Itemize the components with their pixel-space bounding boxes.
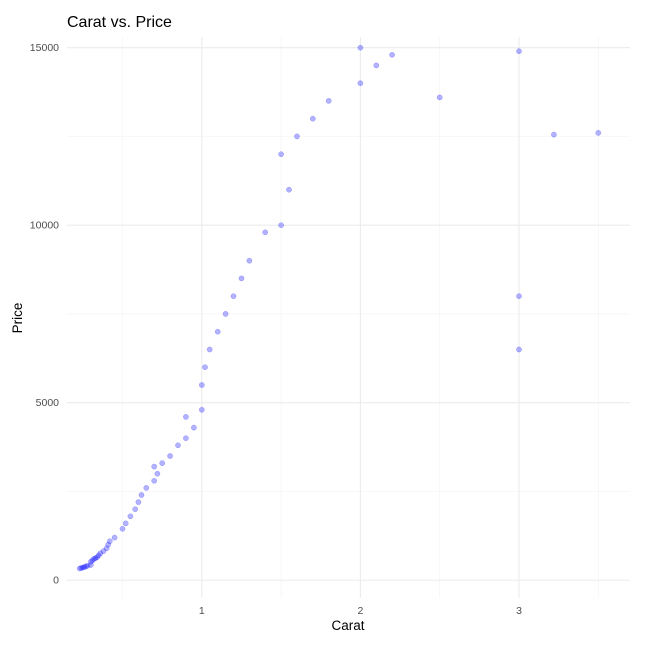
data-point (127, 513, 134, 520)
data-point (551, 131, 557, 138)
x-axis-title: Carat (331, 618, 364, 633)
data-point (119, 525, 126, 532)
data-point (76, 565, 83, 572)
data-point (214, 328, 221, 335)
data-points (76, 44, 602, 572)
chart-title: Carat vs. Price (67, 14, 172, 31)
data-point (309, 115, 316, 122)
data-point (198, 382, 205, 388)
data-point (238, 275, 245, 282)
data-point (389, 51, 395, 58)
x-tick-label: 2 (357, 605, 363, 617)
data-point (106, 538, 113, 545)
data-point (105, 541, 112, 548)
data-point (357, 80, 364, 87)
data-point (373, 62, 380, 69)
data-point (132, 506, 139, 513)
data-point (198, 406, 205, 413)
data-point (516, 48, 522, 55)
data-point (81, 564, 88, 570)
y-tick-label: 0 (53, 575, 59, 587)
x-tick-label: 3 (516, 605, 522, 617)
data-point (159, 460, 166, 466)
data-point (436, 94, 443, 101)
data-point (278, 222, 284, 229)
data-point (87, 558, 94, 565)
data-point (294, 133, 300, 140)
y-axis-title: Price (10, 303, 25, 334)
data-point (151, 463, 158, 470)
data-point (595, 130, 602, 136)
y-tick-label: 10000 (30, 220, 59, 232)
data-point (202, 364, 208, 371)
data-point (135, 499, 142, 505)
data-point (175, 442, 181, 449)
data-point (143, 485, 150, 491)
x-tick-label: 1 (199, 605, 205, 617)
data-point (262, 229, 269, 236)
data-point (191, 424, 197, 431)
data-point (122, 520, 129, 527)
data-point (206, 346, 213, 353)
data-point (78, 565, 85, 571)
data-point (100, 548, 107, 554)
data-point (111, 534, 118, 541)
data-point (154, 470, 161, 477)
data-point (138, 492, 145, 498)
data-point (89, 557, 96, 564)
data-point (97, 550, 104, 557)
data-point (167, 453, 173, 459)
y-tick-label: 5000 (36, 397, 60, 409)
data-point (87, 562, 94, 568)
data-point (183, 435, 189, 442)
grid-lines (67, 37, 630, 598)
data-point (357, 44, 364, 51)
data-point (95, 552, 102, 559)
data-point (183, 414, 189, 420)
tick-labels: 1 2 3 0 5000 10000 15000 (30, 42, 522, 617)
data-point (151, 477, 158, 484)
data-point (516, 346, 522, 353)
data-point (278, 151, 284, 158)
data-point (286, 186, 292, 193)
data-point (222, 311, 229, 317)
data-point (83, 563, 89, 570)
data-point (246, 257, 253, 264)
data-point (230, 293, 237, 300)
y-tick-label: 15000 (30, 42, 59, 54)
data-point (325, 98, 332, 104)
data-point (94, 554, 100, 561)
data-point (80, 564, 86, 571)
data-point (91, 556, 97, 562)
data-point (516, 293, 522, 300)
data-point (84, 562, 91, 569)
data-point (92, 555, 99, 562)
data-point (103, 545, 110, 552)
